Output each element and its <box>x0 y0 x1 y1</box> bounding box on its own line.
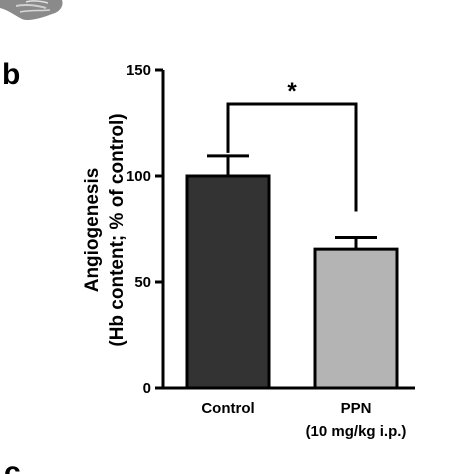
bar <box>185 174 271 390</box>
y-axis-title-line2: (Hb content; % of control) <box>107 113 128 346</box>
significance-bracket <box>226 102 358 212</box>
y-axis-title-line1: Angiogenesis <box>82 168 103 293</box>
x-tick-label: Control <box>201 400 254 417</box>
bar-chart: 0 50 100 150 Control PPN (10 mg/kg i.p.) * <box>126 62 415 440</box>
significance-label: * <box>287 78 297 105</box>
mouse-image-fragment <box>0 0 63 21</box>
x-tick-label: PPN <box>341 400 372 417</box>
bar <box>313 247 399 390</box>
y-tick-label: 150 <box>126 62 151 79</box>
y-tick-label: 50 <box>134 274 151 291</box>
y-tick-label: 0 <box>143 380 151 397</box>
panel-letter-c: c <box>4 456 21 474</box>
x-tick-sublabel: (10 mg/kg i.p.) <box>306 423 407 440</box>
panel-letter-b: b <box>2 58 20 91</box>
y-tick-label: 100 <box>126 168 151 185</box>
